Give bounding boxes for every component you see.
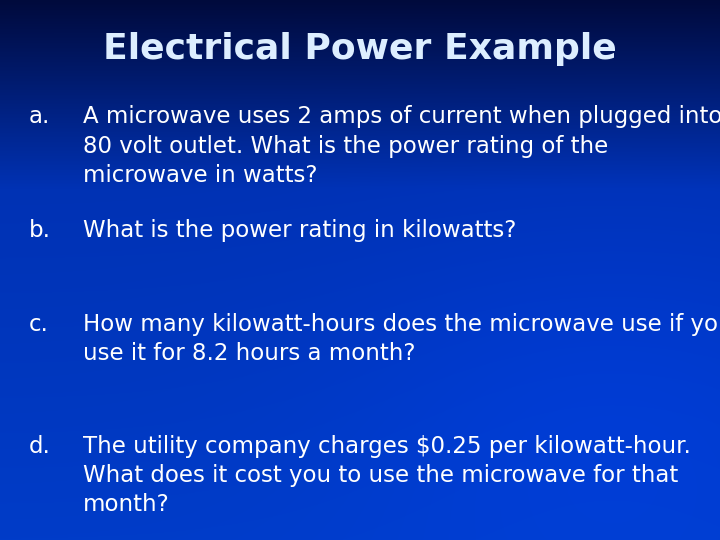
Text: What is the power rating in kilowatts?: What is the power rating in kilowatts? [83,219,516,242]
Text: a.: a. [29,105,50,129]
Text: A microwave uses 2 amps of current when plugged into a
80 volt outlet. What is t: A microwave uses 2 amps of current when … [83,105,720,187]
Text: Electrical Power Example: Electrical Power Example [103,32,617,65]
Text: The utility company charges $0.25 per kilowatt-hour.
What does it cost you to us: The utility company charges $0.25 per ki… [83,435,690,516]
Text: b.: b. [29,219,51,242]
Text: c.: c. [29,313,49,336]
Text: How many kilowatt-hours does the microwave use if you
use it for 8.2 hours a mon: How many kilowatt-hours does the microwa… [83,313,720,366]
Text: d.: d. [29,435,50,458]
